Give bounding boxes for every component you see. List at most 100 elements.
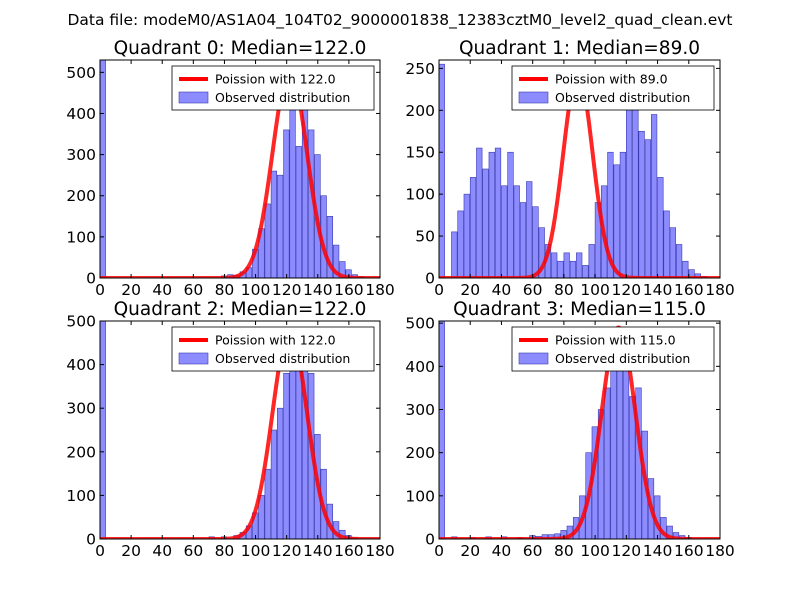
histogram-bar: [326, 216, 334, 278]
legend-label-poisson: Poission with 122.0: [215, 333, 336, 348]
histogram-bar: [100, 60, 106, 278]
x-tick-label: 160: [674, 281, 704, 299]
histogram-bar: [610, 348, 617, 539]
histogram-bar: [469, 177, 477, 278]
histogram-bar: [283, 129, 290, 278]
x-tick-label: 160: [674, 542, 704, 560]
x-tick-label: 80: [554, 542, 574, 560]
histogram-bar: [651, 114, 658, 278]
x-tick-label: 20: [121, 281, 141, 299]
y-tick-label: 400: [66, 356, 96, 374]
x-tick-label: 40: [152, 281, 172, 299]
histogram-bar: [657, 177, 664, 278]
x-tick-label: 100: [241, 542, 271, 560]
x-tick-label: 140: [643, 542, 673, 560]
figure-title: Data file: modeM0/AS1A04_104T02_90000018…: [67, 11, 732, 30]
legend-bar-swatch: [518, 91, 549, 104]
y-tick-label: 200: [66, 187, 96, 205]
x-tick-label: 100: [580, 542, 610, 560]
histogram-bar: [604, 387, 611, 539]
y-tick-label: 150: [405, 144, 435, 162]
histogram-bar: [100, 321, 106, 539]
x-tick-label: 180: [705, 281, 735, 299]
y-tick-label: 250: [405, 60, 435, 78]
poisson-curve: [439, 325, 720, 539]
x-tick-label: 140: [303, 542, 333, 560]
histogram-bar: [669, 227, 676, 278]
y-tick-label: 100: [66, 228, 96, 246]
quadrant-2-title: Quadrant 2: Median=122.0: [114, 299, 367, 320]
legend-bar-swatch: [178, 352, 209, 365]
histogram-bar: [682, 260, 689, 278]
histogram-bar: [616, 344, 623, 539]
histogram-bar: [619, 151, 627, 278]
histogram-bar: [283, 373, 290, 539]
legend-label-poisson: Poission with 89.0: [555, 72, 668, 87]
quadrant-2-chart: 0 20 40 60 80 100 120 140 160 1800100200300400500…: [66, 299, 394, 560]
poisson-curve: [100, 327, 380, 539]
legend: Poission with 122.0 Observed distribution: [171, 326, 375, 372]
x-tick-label: 100: [241, 281, 271, 299]
x-tick-label: 160: [334, 281, 364, 299]
y-tick-label: 500: [66, 313, 96, 331]
histogram-bar: [551, 252, 558, 278]
quadrant-1-title: Quadrant 1: Median=89.0: [459, 38, 700, 59]
x-tick-label: 60: [183, 542, 203, 560]
legend-bar-swatch: [178, 91, 209, 104]
x-tick-label: 40: [492, 281, 512, 299]
histogram-bar: [675, 244, 683, 278]
x-tick-label: 80: [554, 281, 574, 299]
histogram-bar: [626, 105, 633, 278]
x-tick-label: 0: [434, 542, 444, 560]
legend: Poission with 122.0 Observed distribution: [171, 65, 375, 111]
histogram-bar: [638, 130, 645, 278]
y-tick-label: 400: [66, 105, 96, 123]
histogram-bar: [663, 210, 670, 278]
quadrant-1-chart: 0 20 40 60 80 100 120 140 160 180050100150200250Q…: [405, 38, 734, 299]
histogram-bar: [277, 407, 284, 539]
histogram-bar: [507, 151, 514, 278]
x-tick-label: 100: [580, 281, 610, 299]
x-tick-label: 180: [365, 281, 395, 299]
histogram-bar: [494, 147, 502, 278]
y-tick-label: 200: [405, 102, 435, 120]
histogram-bar: [482, 168, 489, 278]
histogram-bar: [289, 104, 296, 278]
histogram-bar: [457, 210, 464, 278]
y-tick-label: 300: [66, 146, 96, 164]
x-tick-label: 160: [334, 542, 364, 560]
y-tick-label: 300: [66, 400, 96, 418]
y-tick-label: 0: [425, 270, 435, 288]
y-tick-label: 200: [405, 444, 435, 462]
x-tick-label: 0: [95, 542, 105, 560]
histogram-bar: [439, 321, 445, 539]
y-tick-label: 100: [405, 487, 435, 505]
axes-frame: [438, 59, 721, 279]
histogram-bar: [270, 429, 278, 539]
x-tick-label: 120: [272, 281, 302, 299]
histogram-bar: [439, 63, 445, 278]
histogram-bar: [264, 203, 271, 278]
histogram-bar: [295, 355, 302, 539]
histogram-bar: [554, 533, 561, 539]
plot-area: [100, 321, 380, 539]
y-tick-label: 500: [66, 64, 96, 82]
y-tick-label: 50: [415, 228, 435, 246]
quadrant-3-chart: 0 20 40 60 80 100 120 140 160 1800100200300400500…: [405, 299, 734, 560]
histogram-bar: [582, 265, 589, 278]
x-tick-label: 40: [152, 542, 172, 560]
x-tick-label: 120: [272, 542, 302, 560]
x-tick-label: 80: [215, 542, 235, 560]
legend-label-observed: Observed distribution: [215, 90, 350, 105]
histogram-bar: [613, 164, 620, 278]
quadrant-3-title: Quadrant 3: Median=115.0: [453, 299, 706, 320]
histogram-bar: [488, 151, 495, 278]
histogram-bar: [563, 252, 570, 278]
histogram-bar: [270, 170, 278, 278]
legend-bar-swatch: [518, 352, 549, 365]
histogram-bar: [451, 231, 458, 278]
histogram-bar: [463, 193, 470, 278]
axes-frame: [99, 59, 381, 279]
legend-label-observed: Observed distribution: [555, 90, 690, 105]
